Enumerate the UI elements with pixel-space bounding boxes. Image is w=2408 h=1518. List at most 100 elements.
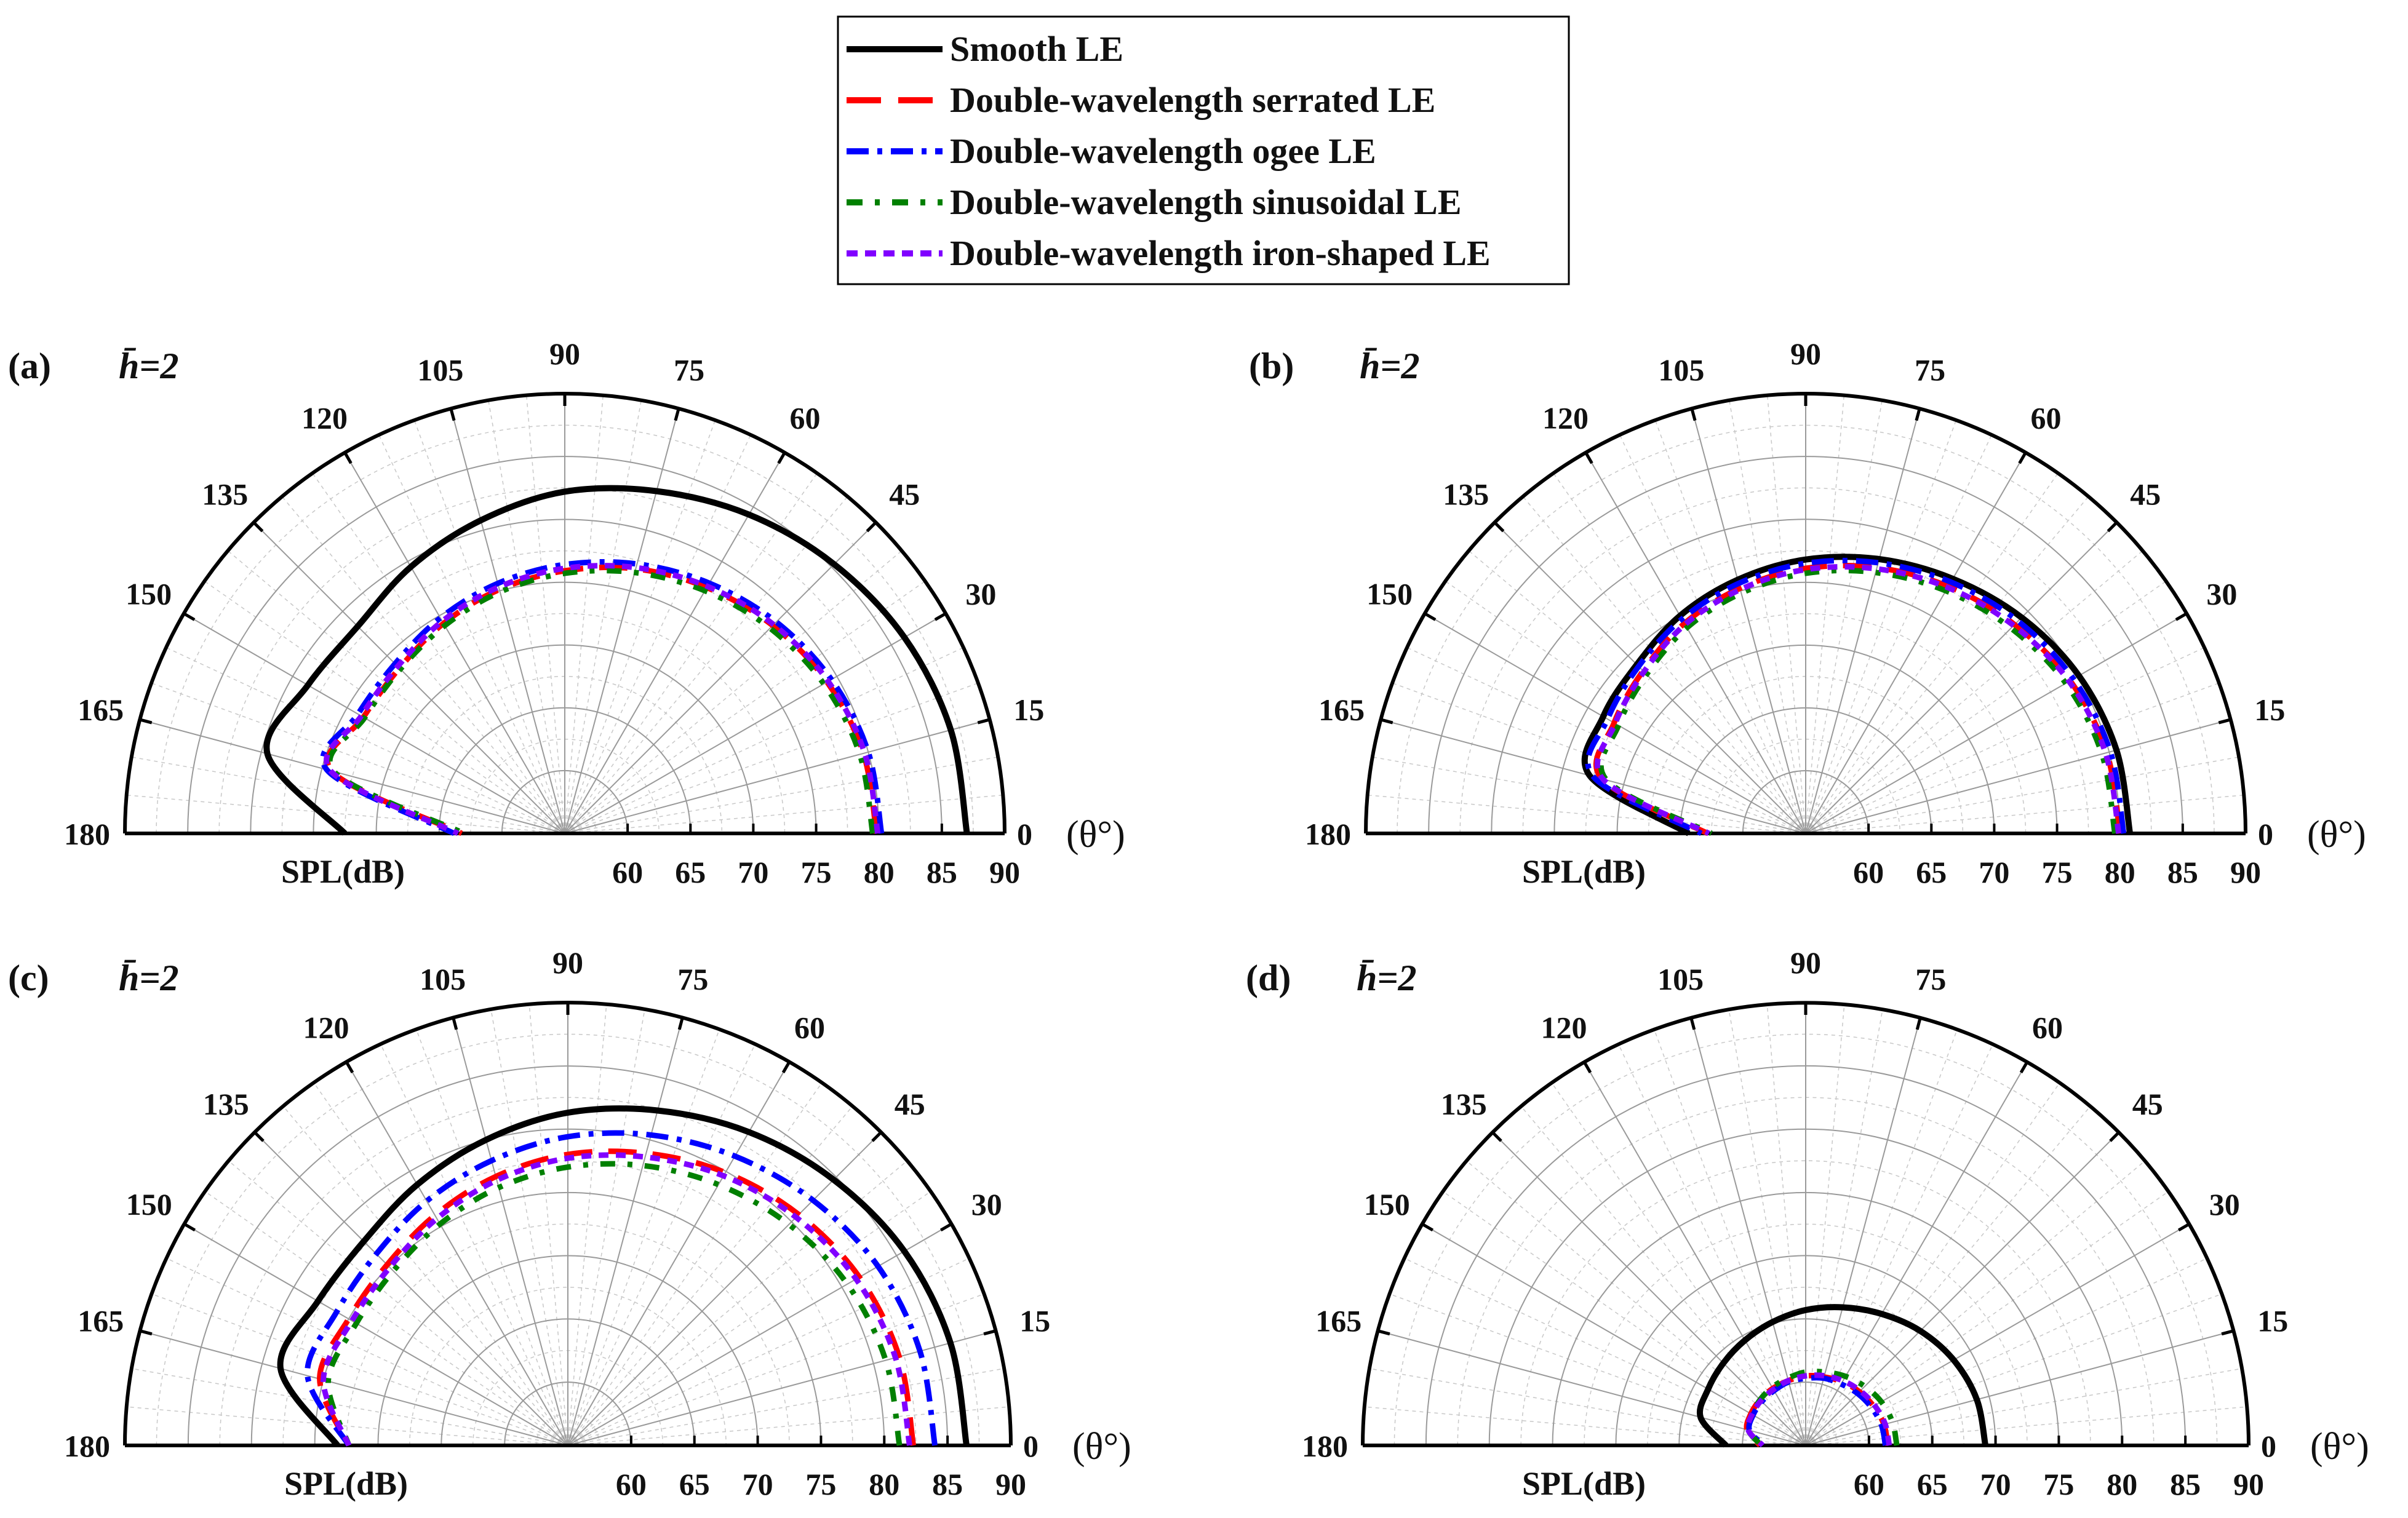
minor-spoke (567, 1293, 984, 1446)
panel-a: 0 15 30 45 60 75 90 105 120 135 150 165 180 (θ°) 60 65 7… (8, 336, 1125, 890)
series-double-wavelength-ogee-le (320, 559, 885, 836)
angle-tickmark (343, 451, 353, 464)
angle-label-135: 135 (1441, 1087, 1487, 1121)
grid-spoke (140, 718, 565, 834)
grid-spoke (1805, 613, 2187, 834)
r-tick-label-85: 85 (932, 1467, 963, 1501)
angle-label-75: 75 (674, 353, 704, 387)
angle-tickmark (1689, 1017, 1696, 1030)
angle-label-60: 60 (790, 401, 821, 435)
angle-label-15: 15 (1013, 693, 1044, 727)
grid-spoke (564, 718, 990, 834)
grid-spoke (1494, 522, 1806, 834)
series-double-wavelength-iron-shaped-le (1594, 563, 2122, 836)
grid-spoke (1690, 1017, 1806, 1446)
angle-label-60: 60 (2032, 1010, 2063, 1044)
r-axis-title: SPL(dB) (1522, 853, 1646, 890)
minor-grid-arc (533, 801, 597, 834)
angle-label-105: 105 (417, 353, 463, 387)
grid-spoke (1805, 1061, 2028, 1446)
angle-tickmark (1380, 718, 1393, 725)
angle-tickmark (2177, 1222, 2190, 1232)
angle-tickmark (2109, 1131, 2120, 1142)
grid-spoke (564, 408, 680, 834)
minor-grid-arc (156, 1034, 980, 1446)
angle-label-90: 90 (1790, 945, 1821, 980)
angle-label-30: 30 (971, 1187, 1002, 1222)
panel-param: h̄=2 (119, 958, 179, 998)
theta-unit-label: (θ°) (2307, 814, 2366, 856)
grid-spoke (1584, 1061, 1806, 1446)
r-tick-label-65: 65 (679, 1467, 710, 1501)
angle-label-45: 45 (2130, 477, 2161, 512)
panel-d: 0 15 30 45 60 75 90 105 120 135 150 165 180 (θ°) 60 65 7… (1246, 945, 2369, 1502)
series-double-wavelength-sinusoidal-le (1598, 568, 2118, 836)
grid-spoke (452, 1017, 568, 1446)
angle-label-120: 120 (301, 401, 348, 435)
grid-spoke (567, 1330, 996, 1446)
series-smooth-le (263, 485, 970, 836)
angle-tickmark (1584, 451, 1593, 464)
angle-label-45: 45 (2132, 1087, 2163, 1121)
angle-label-165: 165 (1315, 1304, 1361, 1338)
angle-tickmark (139, 1329, 153, 1336)
angle-tickmark (183, 612, 196, 621)
grid-spoke (1421, 1223, 1806, 1446)
angle-label-75: 75 (677, 962, 708, 996)
angle-label-30: 30 (2209, 1187, 2240, 1222)
angle-tickmark (1491, 1131, 1502, 1142)
panel-label: (d) (1246, 958, 1291, 998)
minor-grid-arc (1459, 487, 2152, 834)
minor-spoke (228, 1160, 568, 1446)
grid-spoke (1805, 408, 1921, 834)
angle-label-15: 15 (2257, 1304, 2288, 1338)
minor-spoke (415, 1029, 568, 1446)
grid-spoke (1805, 1017, 1921, 1446)
r-tick-label-85: 85 (2170, 1467, 2201, 1501)
r-tick-label-65: 65 (675, 855, 706, 889)
grid-spoke (140, 1330, 568, 1446)
minor-spoke (126, 1406, 568, 1446)
minor-spoke (1364, 1406, 1806, 1446)
legend-entry-2: Double-wavelength ogee LE (847, 131, 1376, 171)
angle-label-135: 135 (1443, 477, 1489, 512)
angle-label-75: 75 (1915, 962, 1946, 996)
r-tick-label-75: 75 (801, 855, 832, 889)
angle-label-90: 90 (1790, 336, 1821, 371)
grid-spoke (567, 1017, 684, 1446)
angle-tickmark (674, 408, 680, 421)
panel-label: (c) (8, 958, 49, 998)
r-tick-label-70: 70 (1979, 855, 2009, 889)
angle-tickmark (252, 521, 264, 533)
angle-tickmark (871, 1131, 882, 1142)
series-double-wavelength-ogee-le (305, 1130, 938, 1447)
angle-tickmark (2018, 451, 2027, 464)
r-axis-title: SPL(dB) (1522, 1465, 1646, 1502)
minor-spoke (1805, 1293, 2222, 1446)
angle-label-0: 0 (2258, 817, 2273, 851)
angle-label-135: 135 (203, 1087, 249, 1121)
theta-unit-label: (θ°) (2310, 1426, 2369, 1468)
r-tick-label-65: 65 (1916, 855, 1947, 889)
angle-label-165: 165 (78, 1304, 124, 1338)
grid-spoke (1805, 1330, 2234, 1446)
panel-c: 0 15 30 45 60 75 90 105 120 135 150 165 180 (θ°) 60 65 7… (8, 945, 1131, 1502)
series-smooth-le (1697, 1304, 1989, 1448)
panel-label: (a) (8, 346, 51, 386)
minor-grid-arc (282, 1160, 853, 1446)
r-tick-label-90: 90 (989, 855, 1020, 889)
angle-tickmark (2107, 521, 2118, 533)
panel-param: h̄=2 (119, 346, 179, 386)
angle-label-0: 0 (1023, 1429, 1039, 1463)
r-tick-label-85: 85 (927, 855, 957, 889)
minor-grid-arc (1773, 1413, 1838, 1446)
minor-spoke (1653, 1029, 1806, 1446)
angle-label-105: 105 (1658, 353, 1704, 387)
angle-label-135: 135 (202, 477, 248, 512)
minor-spoke (1551, 1082, 1806, 1446)
panel-b: 0 15 30 45 60 75 90 105 120 135 150 165 180 (θ°) 60 65 7… (1249, 336, 2366, 890)
angle-tickmark (934, 612, 947, 621)
grid-spoke (1377, 1330, 1806, 1446)
legend-label-ogee: Double-wavelength ogee LE (950, 131, 1376, 171)
